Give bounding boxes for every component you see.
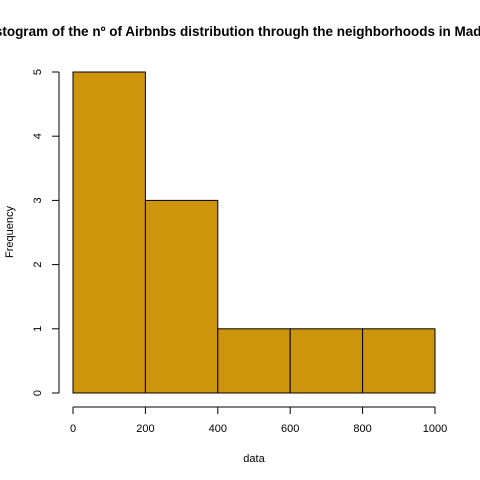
chart-title: Histogram of the nº of Airbnbs distribut… [0, 24, 480, 39]
x-tick-label: 1000 [423, 423, 447, 435]
histogram-bar-0 [72, 71, 146, 394]
y-tick-label: 2 [32, 262, 44, 268]
y-tick-label: 4 [32, 133, 44, 139]
histogram-bar-1 [144, 199, 219, 394]
histogram-bar-3 [289, 328, 364, 394]
x-tick-label: 200 [136, 423, 154, 435]
x-axis: 0 200 400 600 800 1000 [70, 406, 447, 435]
x-tick-label: 800 [353, 423, 371, 435]
histogram-bar-2 [217, 328, 291, 394]
x-axis-label: data [243, 453, 265, 465]
histogram-bars [72, 71, 436, 394]
y-tick-label: 0 [32, 390, 44, 396]
y-tick-label: 3 [32, 197, 44, 203]
x-tick-label: 400 [209, 423, 227, 435]
y-axis-label: Frequency [4, 206, 16, 258]
y-axis: 0 1 2 3 4 5 [32, 69, 60, 396]
y-tick-label: 1 [32, 326, 44, 332]
histogram-bar-4 [362, 328, 436, 394]
x-tick-label: 0 [70, 423, 76, 435]
x-tick-label: 600 [281, 423, 299, 435]
y-tick-label: 5 [32, 69, 44, 75]
